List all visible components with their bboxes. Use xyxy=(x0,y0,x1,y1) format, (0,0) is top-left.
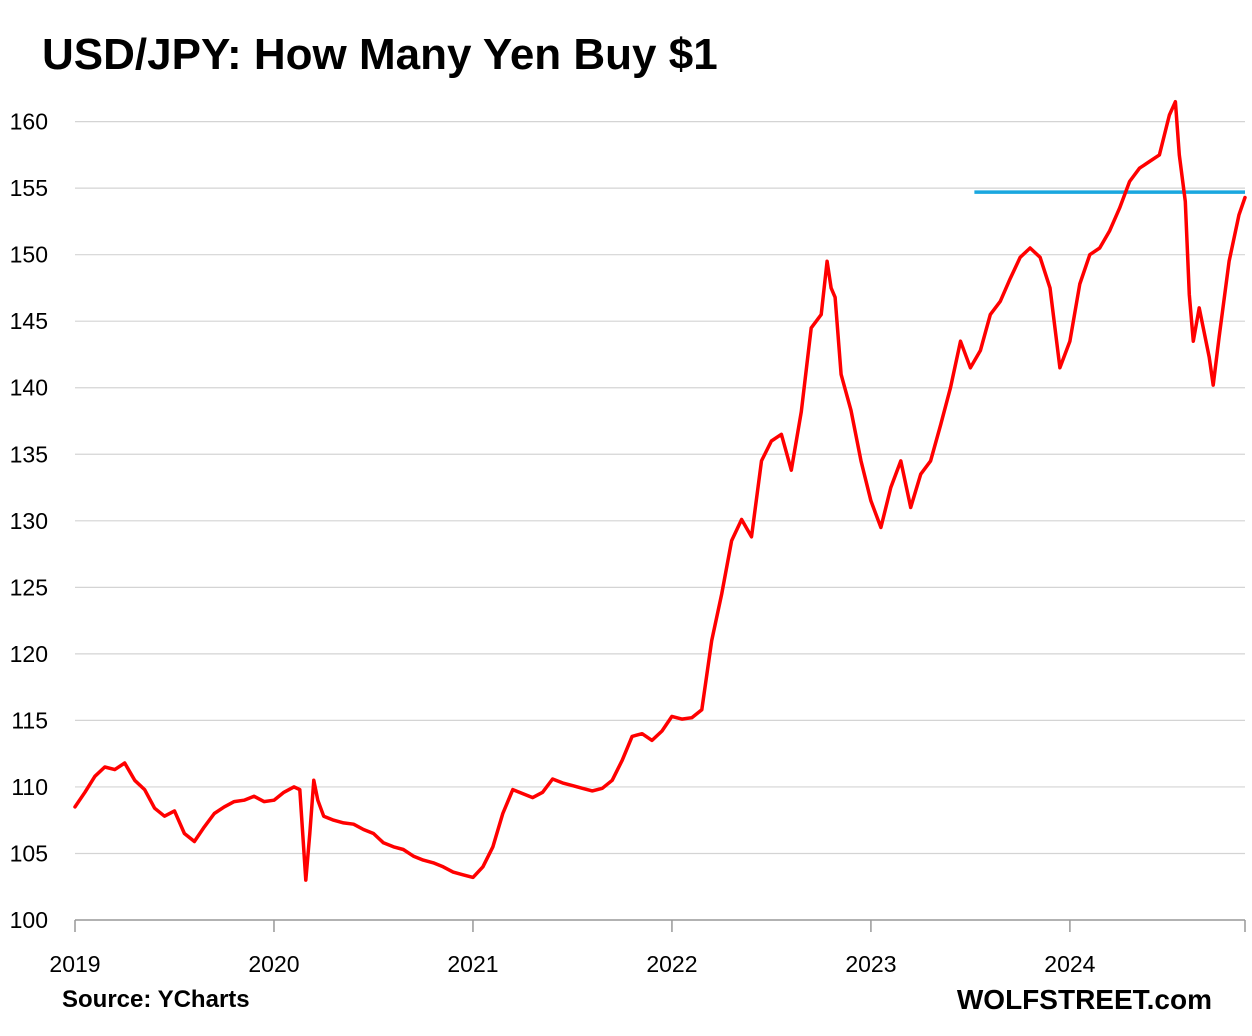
y-axis-ticks: 100 105 110 115 120 125 130 135 140 145 150 155 160 xyxy=(10,109,48,933)
x-tick-label: 2024 xyxy=(1044,951,1095,977)
x-axis: 2019 2020 2021 2022 2023 2024 xyxy=(49,920,1246,977)
y-tick-label: 155 xyxy=(10,175,48,201)
y-tick-label: 150 xyxy=(10,242,48,268)
source-label: Source: YCharts xyxy=(62,986,250,1013)
y-tick-label: 160 xyxy=(10,109,48,135)
x-tick-label: 2019 xyxy=(49,951,100,977)
y-tick-label: 105 xyxy=(10,840,48,866)
brand-label: WOLFSTREET.com xyxy=(956,984,1212,1015)
y-tick-label: 115 xyxy=(11,707,48,733)
y-tick-label: 100 xyxy=(10,907,48,933)
y-tick-label: 110 xyxy=(11,774,48,800)
y-tick-label: 130 xyxy=(10,508,48,534)
x-tick-label: 2023 xyxy=(845,951,896,977)
series-group xyxy=(73,99,1247,882)
y-tick-label: 145 xyxy=(10,308,48,334)
x-tick-label: 2020 xyxy=(248,951,299,977)
x-tick-label: 2021 xyxy=(447,951,498,977)
y-tick-label: 135 xyxy=(10,441,48,467)
x-tick-label: 2022 xyxy=(646,951,697,977)
gridlines xyxy=(75,121,1245,921)
y-tick-label: 125 xyxy=(10,574,48,600)
chart-title: USD/JPY: How Many Yen Buy $1 xyxy=(42,30,718,79)
series-line-usd-jpy xyxy=(73,99,1247,882)
y-tick-label: 120 xyxy=(10,641,48,667)
y-tick-label: 140 xyxy=(10,375,48,401)
